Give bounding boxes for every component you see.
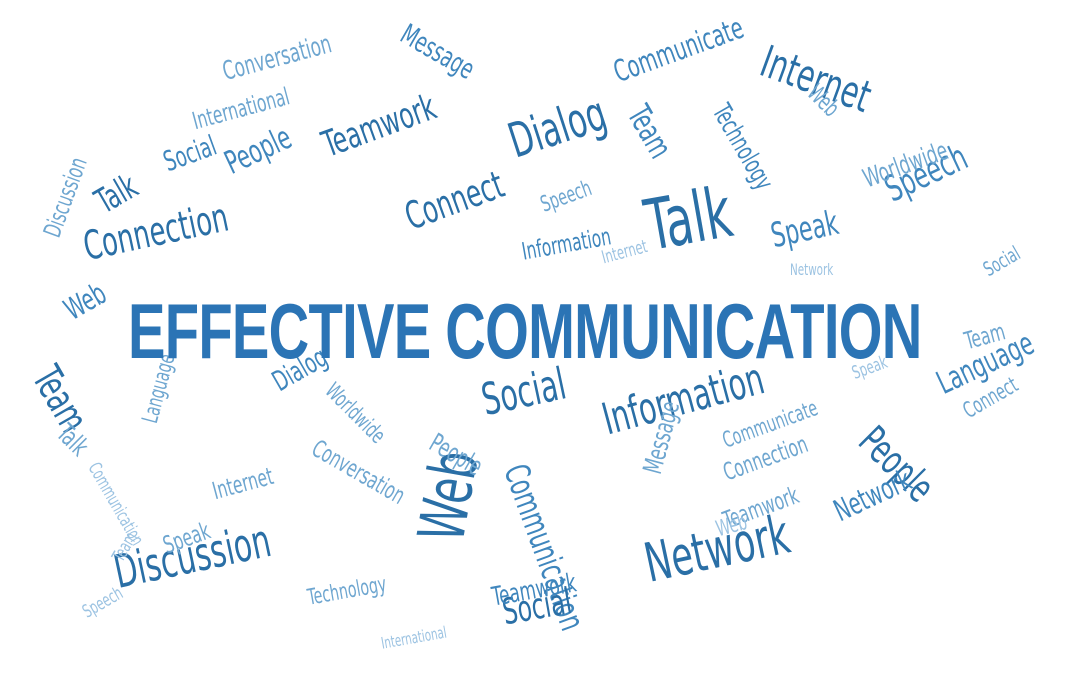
cloud-word: Social <box>158 128 221 179</box>
cloud-word: Talk <box>88 166 145 223</box>
cloud-word: Team <box>619 98 680 165</box>
headline: EFFECTIVE COMMUNICATION <box>128 287 922 375</box>
cloud-word: Conversation <box>307 434 411 510</box>
cloud-word: Internet <box>209 462 277 506</box>
cloud-word: Talk <box>638 171 738 267</box>
cloud-word: Team <box>22 358 97 441</box>
cloud-word: International <box>379 622 449 653</box>
cloud-word: Teamwork <box>316 86 442 166</box>
cloud-word: People <box>218 118 298 182</box>
cloud-word: Communicate <box>608 10 749 91</box>
cloud-word: Dialog <box>501 85 614 170</box>
cloud-word: Speech <box>537 176 596 218</box>
cloud-word: Conversation <box>219 29 335 88</box>
cloud-word: Communication <box>83 459 148 550</box>
cloud-word: Worldwide <box>319 378 390 449</box>
cloud-word: Speech <box>79 582 127 623</box>
cloud-word: Connect <box>398 162 510 239</box>
cloud-word: Speak <box>767 202 842 257</box>
cloud-word: Network <box>790 260 834 279</box>
cloud-word: Network <box>828 462 918 530</box>
cloud-word: Message <box>395 17 481 86</box>
cloud-word: Web <box>58 276 113 328</box>
cloud-word: Technology <box>305 572 389 611</box>
cloud-word: Information <box>519 222 614 266</box>
cloud-word: Social <box>979 241 1025 282</box>
